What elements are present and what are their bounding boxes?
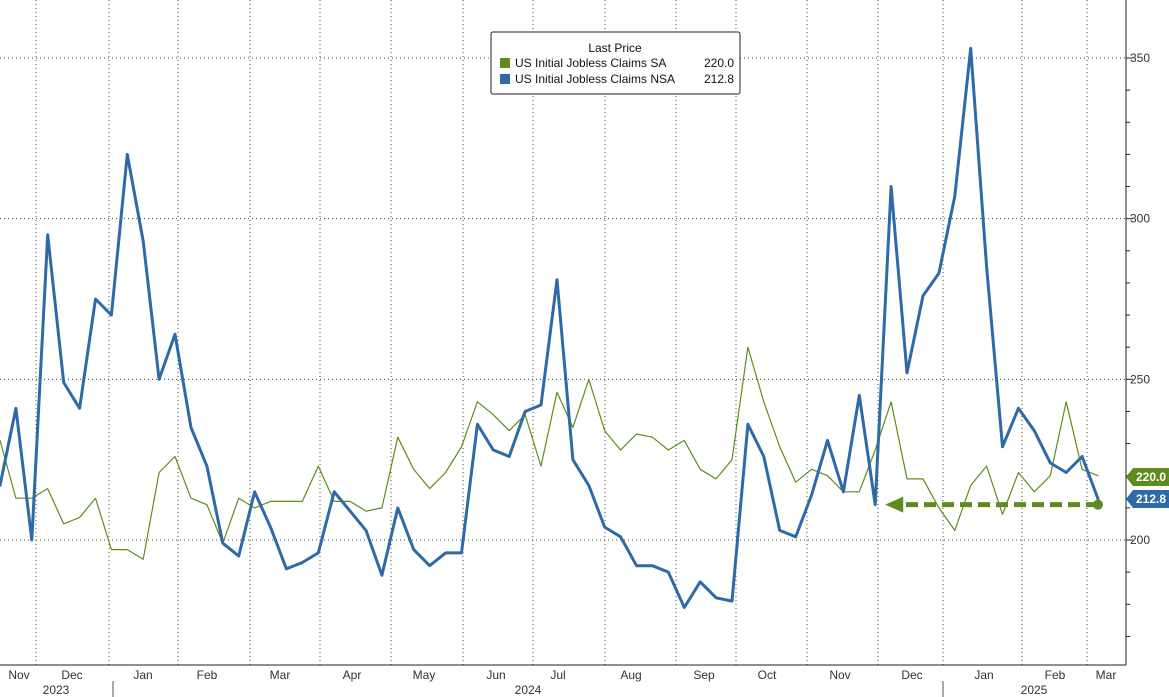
svg-text:220.0: 220.0 xyxy=(1136,470,1166,484)
legend: Last Price US Initial Jobless Claims SA … xyxy=(490,31,741,95)
axis-labels: 200 250 300 350 Nov Dec Jan Feb Mar Apr May Jun Jul A… xyxy=(8,51,1169,697)
legend-title: Last Price xyxy=(588,41,642,55)
x-month-label: Nov xyxy=(829,668,850,682)
x-month-label: Dec xyxy=(901,668,922,682)
legend-value-sa: 220.0 xyxy=(704,56,734,70)
x-month-label: Jun xyxy=(486,668,505,682)
last-value-tag-sa: 220.0 xyxy=(1126,468,1169,486)
series-line-nsa xyxy=(0,46,1100,609)
legend-value-nsa: 212.8 xyxy=(704,72,734,86)
annotation xyxy=(885,496,1103,513)
x-month-label: Oct xyxy=(758,668,777,682)
x-month-label: Apr xyxy=(343,668,362,682)
x-month-label: Nov xyxy=(8,668,29,682)
legend-swatch-nsa xyxy=(500,74,510,84)
grid-lines xyxy=(0,0,1126,665)
legend-swatch-sa xyxy=(500,58,510,68)
y-tick-label: 300 xyxy=(1130,212,1150,226)
x-year-label: 2023 xyxy=(43,683,70,697)
series-line-sa xyxy=(0,346,1099,560)
series-lines xyxy=(0,46,1100,609)
x-month-label: Sep xyxy=(693,668,715,682)
arrow-origin-dot xyxy=(1093,499,1103,510)
y-tick-label: 200 xyxy=(1130,533,1150,547)
legend-box xyxy=(490,31,741,95)
legend-label-sa: US Initial Jobless Claims SA xyxy=(515,56,666,70)
legend-label-nsa: US Initial Jobless Claims NSA xyxy=(515,72,675,86)
x-month-label: Mar xyxy=(1096,668,1117,682)
last-value-tag-nsa: 212.8 xyxy=(1126,490,1169,508)
y-tick-label: 250 xyxy=(1130,372,1150,386)
x-month-label: Jan xyxy=(974,668,993,682)
x-year-label: 2024 xyxy=(515,683,542,697)
x-month-label: Feb xyxy=(197,668,218,682)
x-month-label: Aug xyxy=(620,668,641,682)
x-month-label: Mar xyxy=(270,668,291,682)
axes xyxy=(0,0,1133,697)
x-month-label: Jul xyxy=(550,668,565,682)
x-month-label: Feb xyxy=(1045,668,1066,682)
x-year-label: 2025 xyxy=(1021,683,1048,697)
y-tick-label: 350 xyxy=(1130,51,1150,65)
svg-text:212.8: 212.8 xyxy=(1136,492,1166,506)
x-month-label: Jan xyxy=(133,668,152,682)
x-month-label: May xyxy=(413,668,436,682)
arrow-head xyxy=(885,496,904,513)
x-month-label: Dec xyxy=(61,668,82,682)
